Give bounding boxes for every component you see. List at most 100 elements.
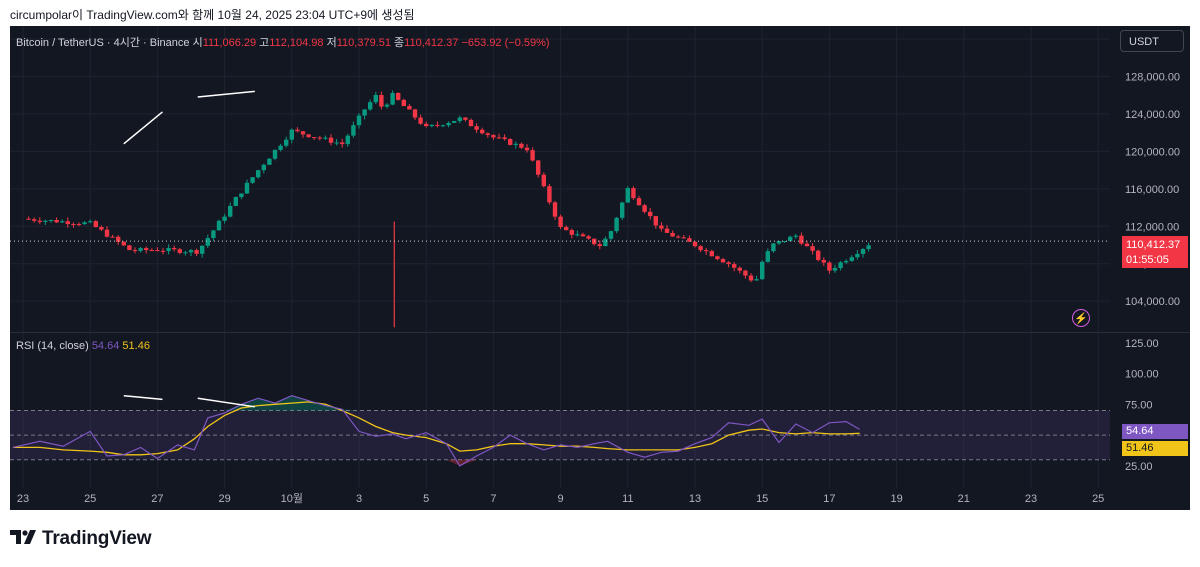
low-value: 110,379.51 (336, 37, 391, 49)
change-value: −653.92 (−0.59%) (461, 37, 550, 49)
candle-body (468, 119, 474, 127)
rsi-oversold-fill (459, 459, 477, 466)
time-axis-tick: 17 (823, 493, 835, 505)
candle-body (379, 95, 384, 107)
candle-body (272, 149, 278, 159)
candle-body (356, 115, 362, 126)
candle-body (564, 226, 569, 231)
open-value: 111,066.29 (202, 37, 257, 49)
candle-body (328, 137, 334, 143)
price-axis-tick: 120,000.00 (1125, 146, 1180, 158)
candle-body (866, 245, 871, 250)
rsi-overbought-fill (342, 409, 359, 411)
candle-body (407, 106, 412, 110)
candle-body (205, 238, 210, 246)
candle-body (580, 234, 586, 237)
candle-body (715, 256, 720, 260)
candle-body (160, 250, 166, 252)
candle-body (88, 221, 93, 223)
pane-separator[interactable] (10, 332, 1190, 333)
candle-body (838, 262, 843, 269)
candle-body (530, 150, 535, 161)
tradingview-logo[interactable]: TradingView (10, 528, 152, 550)
candle-body (334, 142, 339, 144)
rsi-axis-tick: 25.00 (1125, 461, 1153, 473)
chart-panel[interactable]: 132,000.00128,000.00124,000.00120,000.00… (10, 26, 1190, 510)
candle-body (832, 268, 838, 271)
candle-body (631, 188, 636, 199)
time-axis-tick: 21 (958, 493, 970, 505)
candle-body (261, 164, 266, 171)
rsi-ma-line (12, 401, 860, 456)
candle-body (782, 241, 787, 243)
candle-body (575, 234, 580, 236)
candle-body (65, 221, 70, 224)
candle-body (93, 221, 98, 227)
candle-body (681, 237, 686, 239)
candle-body (300, 131, 306, 135)
candle-body (284, 139, 289, 146)
price-and-rsi-chart[interactable]: 132,000.00128,000.00124,000.00120,000.00… (10, 26, 1190, 510)
chart-caption: circumpolar이 TradingView.com와 함께 10월 24,… (10, 8, 415, 22)
candle-body (71, 223, 76, 225)
candle-body (317, 137, 322, 139)
candle-body (676, 236, 681, 238)
candle-body (446, 122, 451, 126)
rsi-trendline (123, 394, 163, 401)
last-price-value: 110,412.37 (1126, 239, 1181, 251)
candle-body (799, 235, 804, 244)
candle-body (222, 216, 227, 221)
price-axis-tick: 112,000.00 (1125, 221, 1179, 233)
price-axis-tick: 104,000.00 (1125, 296, 1180, 308)
time-axis-tick: 13 (689, 493, 701, 505)
candle-body (597, 244, 602, 247)
last-price-tag: 110,412.37 01:55:05 (1122, 236, 1188, 268)
candle-body (810, 246, 815, 251)
rsi-legend: RSI (14, close) 54.64 51.46 (16, 340, 150, 352)
candle-body (200, 245, 205, 254)
candle-body (793, 235, 798, 237)
candle-body (188, 250, 194, 253)
candle-body (687, 238, 692, 242)
candle-body (256, 170, 261, 178)
lightning-icon[interactable]: ⚡ (1072, 309, 1090, 327)
time-axis-tick: 23 (1025, 493, 1037, 505)
candle-body (194, 250, 199, 254)
price-trendline (123, 111, 163, 145)
candle-body (452, 120, 457, 123)
candle-body (239, 193, 244, 198)
candle-body (390, 92, 395, 105)
candle-body (659, 225, 664, 229)
candle-body (760, 261, 765, 280)
candle-body (373, 95, 378, 103)
candle-body (362, 109, 367, 116)
candle-body (228, 205, 233, 217)
time-axis-tick: 25 (84, 493, 96, 505)
candle-body (32, 219, 37, 221)
rsi-overbought-fill (224, 404, 242, 411)
time-axis-tick: 5 (423, 493, 429, 505)
low-label: 저 (326, 37, 337, 49)
high-value: 112,104.98 (269, 37, 324, 49)
candle-body (43, 220, 48, 222)
candle-body (340, 142, 345, 145)
candle-body (491, 134, 496, 138)
rsi-legend-value: 54.64 (91, 340, 120, 352)
candle-body (37, 220, 42, 222)
candle-body (625, 188, 630, 203)
candle-body (608, 231, 614, 239)
candle-body (670, 232, 675, 237)
candle-body (513, 143, 518, 145)
currency-button[interactable]: USDT (1120, 30, 1184, 52)
candle-body (76, 224, 82, 226)
candle-body (149, 250, 154, 252)
candle-body (508, 139, 513, 145)
candle-body (692, 241, 698, 247)
candle-body (771, 243, 776, 252)
candle-body (547, 186, 552, 203)
candle-body (216, 220, 222, 231)
candle-body (368, 102, 373, 110)
candle-body (289, 129, 294, 140)
time-axis-tick: 7 (490, 493, 496, 505)
candle-body (401, 99, 406, 107)
